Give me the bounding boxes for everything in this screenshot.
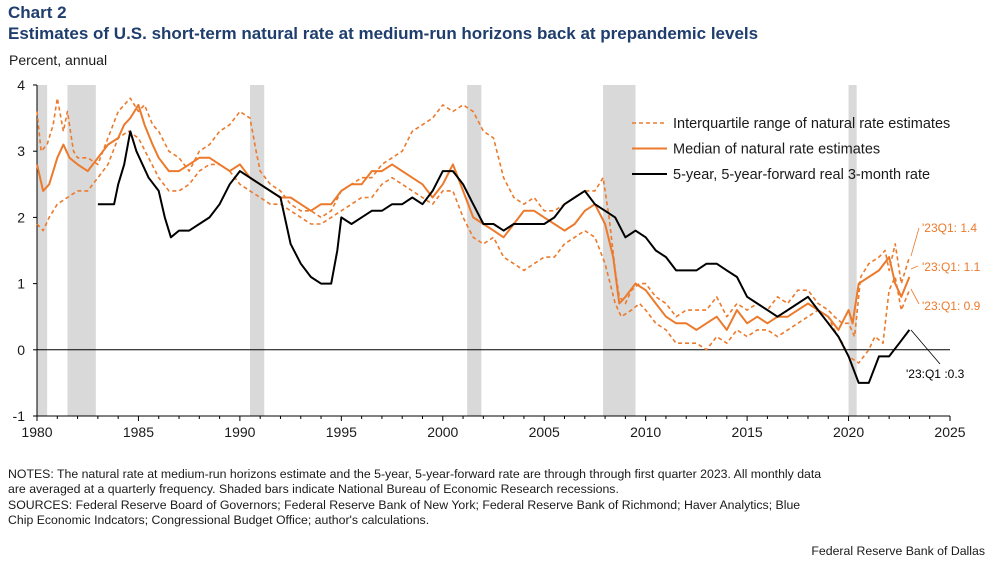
annotation-leader — [910, 288, 920, 305]
notes-line: NOTES: The natural rate at medium-run ho… — [8, 467, 822, 481]
recession-bar — [848, 85, 857, 416]
annotation-leader — [910, 265, 919, 270]
annotation-leader — [910, 329, 941, 365]
legend-label: Interquartile range of natural rate esti… — [673, 116, 950, 132]
recession-bar — [67, 85, 96, 416]
y-tick-label: 0 — [17, 342, 25, 358]
y-axis-unit-label: Percent, annual — [9, 52, 108, 68]
series-line-iqr — [36, 130, 911, 364]
x-tick-label: 1985 — [123, 424, 154, 440]
x-tick-label: 2000 — [427, 424, 458, 440]
recession-bar — [37, 85, 48, 416]
series-line-median — [36, 103, 911, 331]
series-line-iqr — [36, 97, 911, 338]
y-tick-label: 4 — [17, 77, 25, 93]
series-line-forward-rate — [97, 130, 911, 384]
notes: NOTES: The natural rate at medium-run ho… — [8, 467, 988, 528]
notes-line: are averaged at a quarterly frequency. S… — [8, 482, 619, 497]
x-tick-label: 2005 — [529, 424, 560, 440]
annotation-label: '23:Q1: 1.1 — [922, 260, 981, 274]
legend-label: 5-year, 5-year-forward real 3-month rate — [673, 167, 930, 183]
x-tick-label: 2015 — [732, 424, 763, 440]
chart-title: Estimates of U.S. short-term natural rat… — [8, 24, 759, 43]
x-tick-label: 2020 — [833, 424, 864, 440]
x-tick-label: 2010 — [630, 424, 661, 440]
recession-bar — [603, 85, 636, 416]
y-tick-label: 3 — [17, 143, 25, 159]
y-tick-label: 1 — [17, 276, 25, 292]
annotation-leader — [910, 227, 920, 257]
chart-plot: -1 0 1 2 3 4 1980 1985 1990 1995 2000 2005 2010 2015 2… — [13, 77, 981, 440]
x-tick-label: 2025 — [934, 424, 965, 440]
chart-label: Chart 2 — [8, 3, 67, 22]
x-tick-label: 1980 — [21, 424, 52, 440]
y-tick-label: 2 — [17, 209, 25, 225]
y-tick-label: -1 — [13, 408, 26, 424]
recession-bar — [250, 85, 265, 416]
annotation-label: '23:Q1: 0.9 — [922, 299, 981, 313]
annotation-label: '23Q1: 1.4 — [922, 221, 977, 235]
source-credit: Federal Reserve Bank of Dallas — [811, 544, 985, 558]
sources-line: Chip Economic Indcators; Congressional B… — [8, 512, 430, 527]
recession-bar — [467, 85, 482, 416]
sources-line: SOURCES: Federal Reserve Board of Govern… — [8, 497, 801, 512]
legend-label: Median of natural rate estimates — [673, 142, 880, 158]
annotation-label: '23:Q1 :0.3 — [906, 367, 965, 381]
x-tick-label: 1990 — [224, 424, 255, 440]
x-tick-label: 1995 — [326, 424, 357, 440]
